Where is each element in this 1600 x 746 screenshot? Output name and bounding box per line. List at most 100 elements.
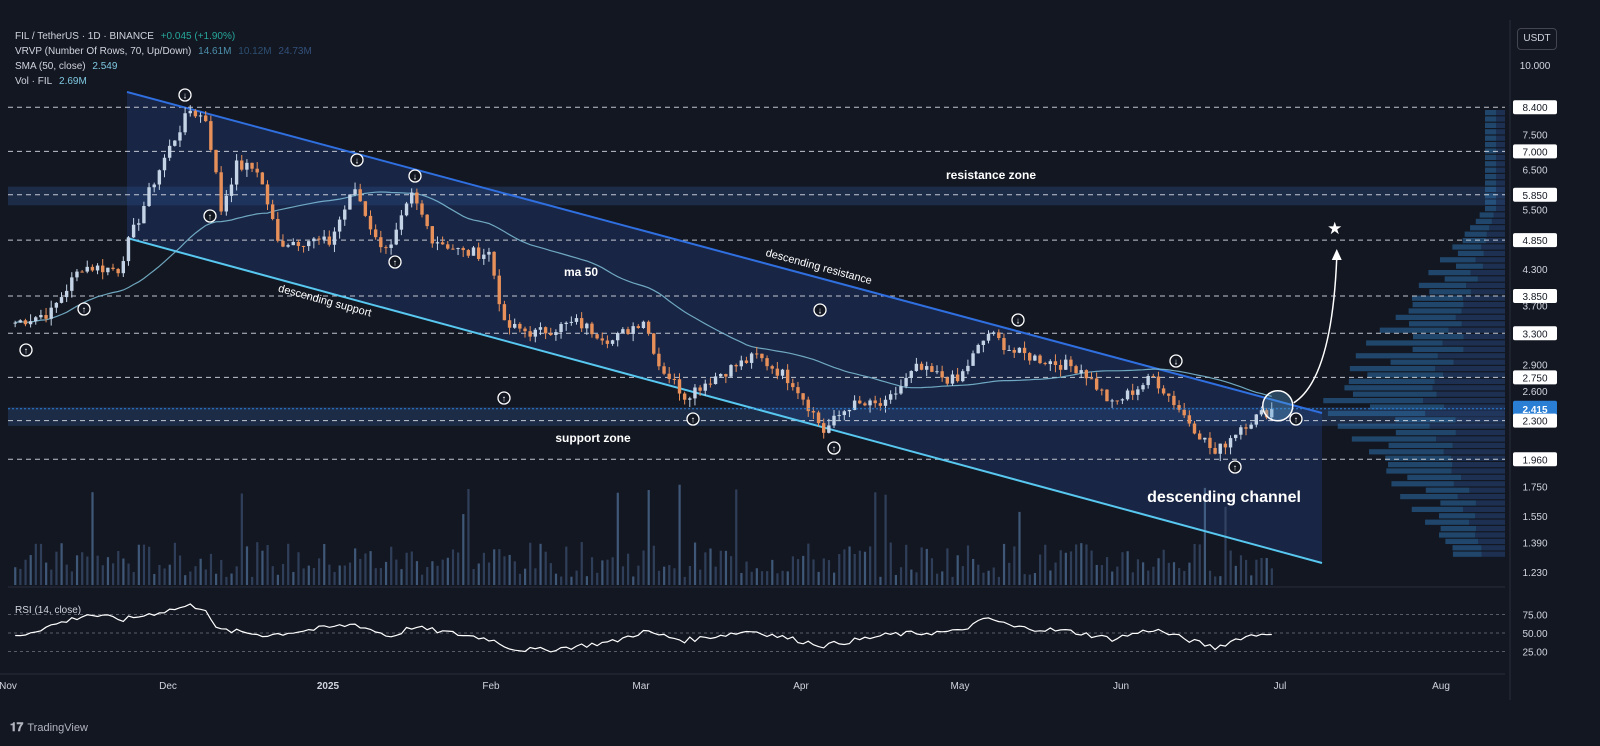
vp-bar-down [1470, 270, 1505, 276]
vp-bar-up [1452, 551, 1482, 557]
candle-body [986, 333, 991, 341]
time-tick-label: Apr [793, 681, 809, 692]
volume-bar [997, 576, 1000, 585]
volume-bar [724, 550, 728, 585]
volume-bar [1095, 564, 1098, 585]
volume-bar [894, 574, 897, 585]
vp-bar-up [1412, 302, 1464, 308]
candle-body [1058, 364, 1063, 370]
volume-bar [405, 552, 408, 585]
pivot-low-icon: ↑ [686, 412, 700, 426]
vp-bar-up [1390, 359, 1454, 365]
vp-bar-up [1444, 276, 1478, 282]
currency-button[interactable]: USDT [1517, 28, 1557, 50]
candle-body [487, 251, 491, 255]
legend-vrvp-row[interactable]: VRVP (Number Of Rows, 70, Up/Down) 14.61… [15, 44, 316, 59]
candle-body [23, 320, 28, 325]
candle-body [1100, 389, 1104, 391]
candle-body [950, 374, 955, 384]
candle-body [667, 373, 671, 379]
candle-body [579, 318, 584, 329]
vp-bar-down [1457, 494, 1505, 500]
pivot-circle [203, 209, 217, 223]
candle-body [806, 399, 810, 412]
vp-bar-down [1443, 372, 1505, 378]
annotation-resistance-zone: resistance zone [946, 168, 1036, 182]
candle-body [1218, 443, 1222, 454]
candle-body [497, 275, 501, 305]
candle-body [296, 241, 301, 246]
volume-bar [776, 573, 779, 585]
vp-bar-up [1411, 506, 1464, 512]
vp-bar-up [1485, 142, 1496, 148]
tradingview-brand[interactable]: 𝟏𝟕 TradingView [10, 720, 88, 735]
candle-body [991, 332, 996, 334]
volume-bar [302, 568, 305, 585]
legend-sma-row[interactable]: SMA (50, close) 2.549 [15, 59, 316, 74]
candle-body [837, 415, 841, 417]
time-tick-label: Jun [1113, 681, 1129, 692]
candle-body [1223, 443, 1228, 448]
volume-bar [549, 563, 552, 585]
vp-bar-up [1348, 378, 1435, 384]
volume-bar [657, 570, 661, 585]
candle-body [198, 115, 203, 117]
volume-bar [647, 490, 650, 585]
vp-bar-down [1463, 506, 1505, 512]
volume-bar [1193, 543, 1196, 585]
vp-bar-down [1496, 135, 1505, 141]
candle-body [1228, 438, 1233, 448]
vp-bar-down [1452, 462, 1505, 468]
volume-bar [905, 544, 908, 585]
volume-bar [436, 565, 439, 585]
volume-bar [462, 514, 465, 585]
candle-body [940, 371, 944, 378]
rsi-legend[interactable]: RSI (14, close) [15, 605, 82, 616]
volume-bar [271, 566, 274, 585]
legend-symbol[interactable]: FIL / TetherUS · 1D · BINANCE [15, 31, 154, 42]
volume-bar [158, 564, 161, 585]
candle-body [1079, 370, 1083, 374]
candle-body [250, 162, 254, 169]
candle-body [1033, 355, 1037, 361]
vp-bar-up [1425, 487, 1470, 493]
descending-support-line [126, 237, 1323, 564]
candle-body [276, 218, 280, 241]
vp-bar-up [1391, 481, 1454, 487]
candle-body [188, 110, 192, 114]
volume-bar [245, 546, 249, 585]
pivot-high-icon: ↓ [408, 169, 422, 183]
candle-body [1007, 349, 1011, 351]
candle-body [688, 398, 692, 400]
vp-bar-down [1461, 321, 1505, 327]
vp-bar-up [1445, 538, 1479, 544]
vp-bar-up [1429, 289, 1471, 295]
candle-body [183, 113, 187, 133]
volume-bar [802, 555, 805, 585]
volume-bar [215, 573, 218, 585]
candle-body [337, 219, 342, 232]
volume-bar [1234, 565, 1237, 585]
volume-bar [19, 568, 22, 585]
candle-body [446, 244, 450, 249]
candle-body [816, 412, 821, 424]
candle-body [682, 393, 687, 400]
volume-bar [173, 542, 176, 585]
pivot-circle [350, 153, 364, 167]
candle-body [780, 369, 785, 376]
vp-bar-down [1475, 513, 1505, 519]
volume-bar [606, 559, 609, 585]
level-badge [1513, 288, 1557, 303]
candle-body [1141, 385, 1145, 390]
volume-bar [189, 571, 192, 585]
vp-bar-down [1496, 122, 1505, 128]
vp-bar-down [1476, 526, 1505, 532]
candle-body [1094, 378, 1099, 390]
pivot-low-icon: ↑ [497, 391, 511, 405]
legend-vol-row[interactable]: Vol · FIL 2.69M [15, 74, 316, 89]
vp-bar-down [1435, 366, 1505, 372]
pivot-arrow: ↓ [818, 306, 823, 316]
volume-bar [65, 564, 68, 585]
